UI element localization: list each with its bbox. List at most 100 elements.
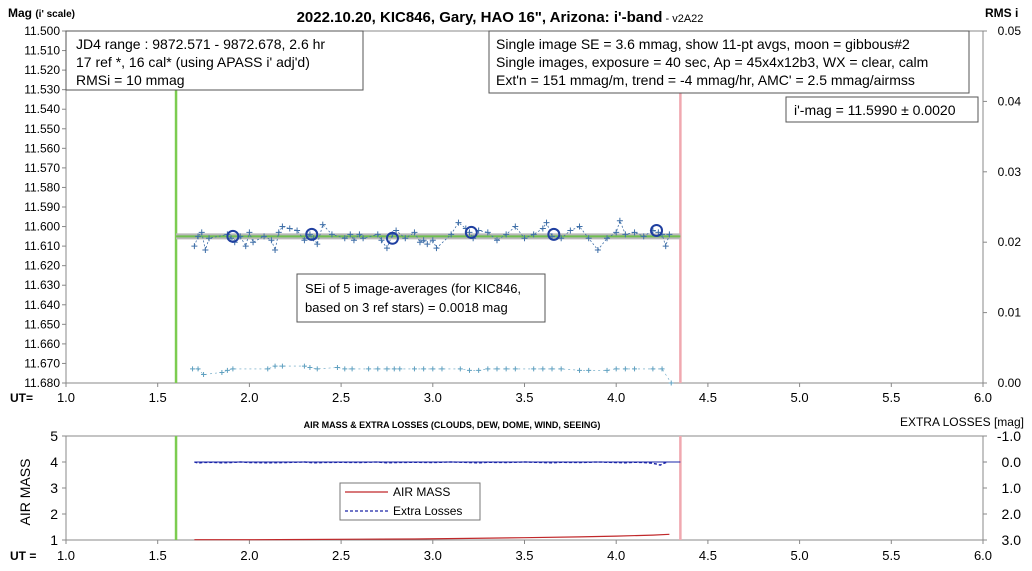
rms-point — [540, 366, 546, 372]
rms-point — [190, 366, 196, 372]
rms-point — [503, 366, 509, 372]
data-point — [503, 231, 510, 238]
data-point — [549, 233, 556, 240]
rms-point — [421, 366, 427, 372]
data-point — [411, 229, 418, 236]
top-y-tick-label: 11.670 — [24, 356, 60, 370]
bottom-x-tick-label: 3.0 — [424, 548, 442, 563]
airmass-line — [194, 533, 670, 541]
bottom-y2-tick-label: 2.0 — [1002, 506, 1022, 522]
data-point — [378, 237, 385, 244]
info-box-right: Single image SE = 3.6 mmag, show 11-pt a… — [488, 30, 970, 94]
rms-point — [201, 372, 207, 378]
top-y2-tick-label: 0.04 — [998, 94, 1022, 108]
bottom-y2-tick-label: 3.0 — [1002, 532, 1022, 548]
data-point — [393, 227, 400, 234]
rms-point — [668, 380, 674, 386]
data-point — [512, 223, 519, 230]
bottom-y-tick-label: 3 — [50, 480, 58, 496]
rms-point — [430, 366, 436, 372]
data-point — [416, 239, 423, 246]
top-y-tick-label: 11.610 — [24, 239, 60, 253]
data-point — [640, 233, 647, 240]
info-left-line-2: 17 ref *, 16 cal* (using APASS i' adj'd) — [76, 54, 310, 70]
top-x-tick-label: 5.5 — [882, 390, 900, 405]
rms-point — [558, 366, 564, 372]
top-y-tick-label: 11.570 — [24, 161, 60, 175]
bottom-y-tick-label: 1 — [50, 532, 58, 548]
sei-line-1: SEi of 5 image-averages (for KIC846, — [305, 281, 521, 296]
data-point — [261, 233, 268, 240]
data-point — [328, 231, 335, 238]
data-point — [202, 247, 209, 254]
bottom-y2-tick-label: 0.0 — [1002, 454, 1022, 470]
data-point — [246, 229, 253, 236]
data-point — [275, 229, 282, 236]
data-point — [268, 237, 275, 244]
rms-point — [384, 366, 390, 372]
rms-point — [577, 367, 583, 373]
rms-point — [549, 366, 555, 372]
top-y-tick-label: 11.500 — [24, 24, 60, 38]
rms-point — [397, 366, 403, 372]
top-x-tick-label: 4.5 — [699, 390, 717, 405]
bottom-x-tick-label: 6.0 — [974, 548, 992, 563]
data-point — [576, 223, 583, 230]
top-x-tick-label: 3.0 — [424, 390, 442, 405]
sei-line-2: based on 3 ref stars) = 0.0018 mag — [305, 300, 508, 315]
rms-point — [375, 366, 381, 372]
rms-point — [613, 366, 619, 372]
data-point — [662, 243, 669, 250]
data-point — [543, 219, 550, 226]
mag-result-text: i'-mag = 11.5990 ± 0.0020 — [794, 102, 956, 118]
top-y-tick-label: 11.660 — [24, 337, 60, 351]
rms-point — [457, 366, 463, 372]
data-point — [558, 235, 565, 242]
rms-point — [272, 363, 278, 369]
top-y2-tick-label: 0.03 — [998, 165, 1022, 179]
rms-point — [230, 366, 236, 372]
rms-point — [366, 366, 372, 372]
bottom-x-axis-label: UT = — [10, 549, 36, 563]
data-point — [484, 229, 491, 236]
top-x-tick-label: 2.5 — [332, 390, 350, 405]
data-point — [198, 229, 205, 236]
data-point — [301, 237, 308, 244]
data-point — [622, 231, 629, 238]
bottom-x-tick-label: 5.0 — [791, 548, 809, 563]
top-y-tick-label: 11.600 — [24, 220, 60, 234]
data-point — [433, 245, 440, 252]
data-point — [530, 231, 537, 238]
data-point — [356, 231, 363, 238]
rms-point — [485, 366, 491, 372]
rms-point — [512, 366, 518, 372]
data-point — [319, 221, 326, 228]
rms-point — [349, 366, 355, 372]
chart-title: 2022.10.20, KIC846, Gary, HAO 16", Arizo… — [297, 9, 704, 26]
data-point — [360, 235, 367, 242]
bottom-legend: AIR MASS Extra Losses — [339, 482, 481, 521]
top-x-tick-label: 2.0 — [240, 390, 258, 405]
data-point — [242, 243, 249, 250]
bottom-x-tick-label: 1.5 — [149, 548, 167, 563]
rms-point — [476, 367, 482, 373]
bottom-y-axis-label: AIR MASS — [17, 459, 33, 526]
chart-version: - v2A22 — [662, 13, 703, 25]
bottom-y2-tick-label: -1.0 — [997, 428, 1021, 444]
legend-losses-label: Extra Losses — [393, 504, 462, 518]
bottom-y-tick-label: 5 — [50, 428, 58, 444]
rms-point — [604, 367, 610, 373]
rms-point — [195, 366, 201, 372]
top-y-tick-label: 11.590 — [24, 200, 60, 214]
rms-point — [391, 366, 397, 372]
data-point — [294, 227, 301, 234]
top-y2-tick-label: 0.00 — [998, 376, 1022, 390]
top-x-tick-label: 1.0 — [57, 390, 75, 405]
data-point — [314, 241, 321, 248]
data-point — [228, 235, 235, 242]
data-point — [350, 237, 357, 244]
rms-point — [466, 367, 472, 373]
rms-point — [279, 363, 285, 369]
rms-point — [650, 366, 656, 372]
data-point — [666, 231, 673, 238]
